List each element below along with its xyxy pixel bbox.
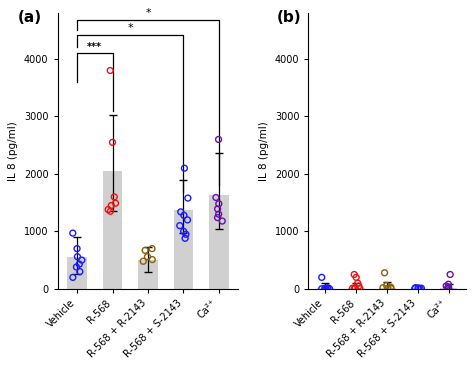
Bar <box>440 288 457 289</box>
Point <box>184 195 191 201</box>
Point <box>148 246 156 252</box>
Point <box>110 194 118 200</box>
Point <box>73 264 80 270</box>
Point <box>318 286 326 292</box>
Bar <box>138 260 158 289</box>
Point <box>384 285 392 291</box>
Point <box>106 68 114 74</box>
Point <box>349 285 356 291</box>
Point <box>215 211 222 217</box>
Point <box>139 258 147 264</box>
Point <box>387 284 394 290</box>
Point <box>447 272 454 277</box>
Text: *: * <box>128 23 133 33</box>
Bar <box>209 195 228 289</box>
Point <box>381 270 388 276</box>
Bar <box>317 288 334 289</box>
Point <box>326 286 333 291</box>
Point <box>215 137 222 142</box>
Point <box>321 285 328 291</box>
Point <box>212 195 220 201</box>
Point <box>181 236 189 241</box>
Point <box>75 261 83 267</box>
Point <box>350 272 358 277</box>
Bar <box>379 288 395 289</box>
Point <box>180 212 188 218</box>
Text: (a): (a) <box>18 10 42 25</box>
Point <box>445 285 452 291</box>
Point <box>418 285 425 291</box>
Point <box>73 246 81 252</box>
Y-axis label: IL 8 (pg/ml): IL 8 (pg/ml) <box>9 121 18 181</box>
Point <box>383 283 391 289</box>
Point <box>184 217 191 223</box>
Point <box>112 200 119 206</box>
Point <box>73 254 81 259</box>
Point <box>104 206 112 212</box>
Point <box>352 275 360 280</box>
Point <box>176 223 183 229</box>
Point <box>414 286 422 291</box>
Point <box>182 231 190 237</box>
Point <box>141 247 149 253</box>
Point <box>354 280 362 286</box>
Point <box>324 286 331 291</box>
Point <box>144 254 151 259</box>
Point <box>387 286 395 291</box>
Point <box>351 285 359 291</box>
Point <box>219 218 226 224</box>
Bar <box>348 288 365 289</box>
Point <box>416 286 424 292</box>
Point <box>215 201 223 207</box>
Point <box>180 229 187 234</box>
Point <box>442 283 450 289</box>
Point <box>78 257 86 263</box>
Text: ***: *** <box>87 42 102 52</box>
Text: *: * <box>145 8 151 18</box>
Point <box>177 209 184 215</box>
Point <box>355 283 363 289</box>
Point <box>318 275 326 280</box>
Y-axis label: IL 8 (pg/ml): IL 8 (pg/ml) <box>259 121 269 181</box>
Point <box>324 285 332 291</box>
Text: (b): (b) <box>277 10 301 25</box>
Point <box>351 286 358 291</box>
Point <box>148 256 156 262</box>
Bar <box>173 209 193 289</box>
Point <box>445 281 452 287</box>
Point <box>444 285 451 291</box>
Point <box>214 206 221 212</box>
Point <box>411 286 419 291</box>
Point <box>414 285 422 291</box>
Point <box>69 230 77 236</box>
Point <box>321 286 329 292</box>
Point <box>412 285 419 291</box>
Point <box>322 286 329 292</box>
Point <box>214 215 221 220</box>
Bar <box>67 257 87 289</box>
Point <box>356 286 364 291</box>
Point <box>69 275 77 280</box>
Point <box>181 165 188 171</box>
Point <box>107 208 114 214</box>
Point <box>445 284 452 290</box>
Point <box>108 203 115 209</box>
Point <box>379 285 387 291</box>
Bar <box>103 171 122 289</box>
Point <box>76 269 83 275</box>
Point <box>109 139 116 145</box>
